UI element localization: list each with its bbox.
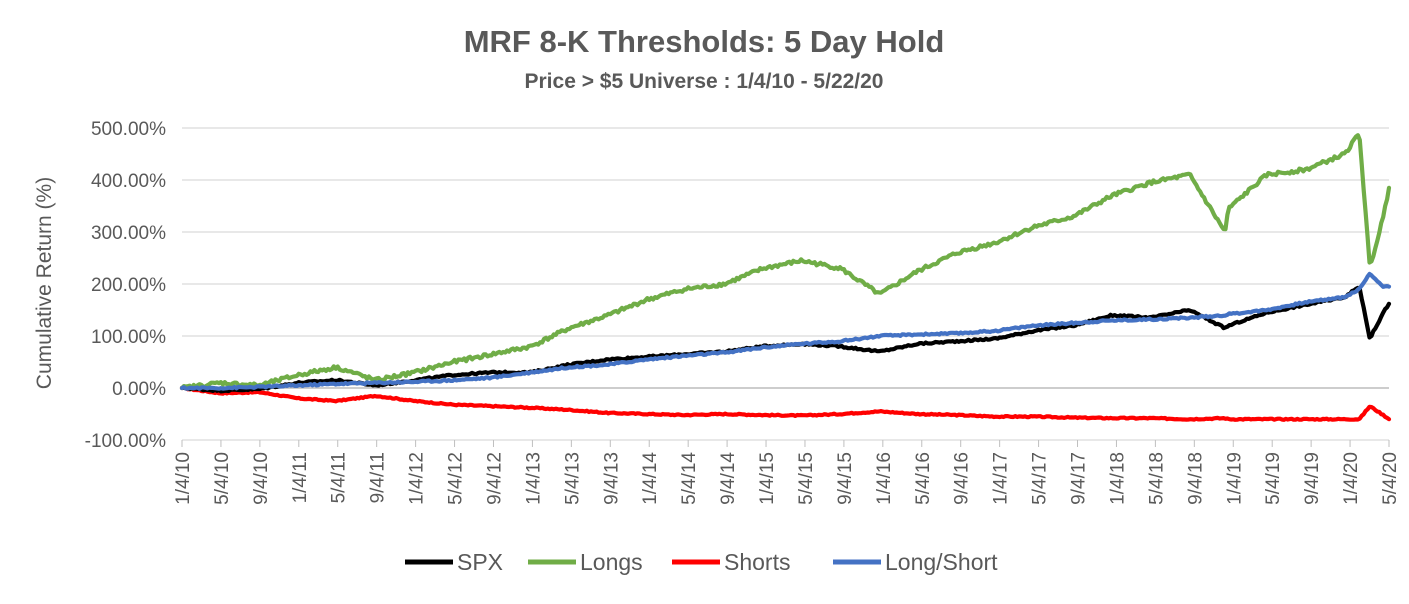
series-lines <box>179 133 1392 422</box>
series-line-shorts <box>179 385 1392 422</box>
x-tick-label: 5/4/17 <box>1030 452 1051 505</box>
x-tick-label: 9/4/16 <box>952 452 973 505</box>
x-tick-label: 1/4/17 <box>991 452 1012 505</box>
x-tick-label: 1/4/13 <box>523 452 544 505</box>
x-tick-label: 5/4/16 <box>913 452 934 505</box>
x-tick-label: 1/4/19 <box>1224 452 1245 505</box>
series-line-long-short <box>179 271 1392 391</box>
x-tick-label: 1/4/16 <box>874 452 895 505</box>
gridlines <box>181 127 1390 447</box>
y-axis-title: Cumulative Return (%) <box>33 177 56 389</box>
legend-label: Shorts <box>724 549 790 575</box>
y-tick-label: 300.00% <box>91 223 166 244</box>
x-tick-label: 9/4/17 <box>1069 452 1090 505</box>
chart-title: MRF 8-K Thresholds: 5 Day Hold <box>464 24 945 59</box>
series-line-longs <box>179 133 1392 391</box>
x-tick-label: 9/4/19 <box>1302 452 1323 505</box>
x-tick-label: 5/4/20 <box>1380 452 1401 505</box>
chart-subtitle: Price > $5 Universe : 1/4/10 - 5/22/20 <box>525 70 884 93</box>
x-tick-label: 1/4/15 <box>757 452 778 505</box>
x-tick-label: 9/4/13 <box>601 452 622 505</box>
x-tick-label: 5/4/14 <box>679 452 700 505</box>
legend: SPX Longs Shorts Long/Short <box>405 549 998 575</box>
x-tick-label: 1/4/20 <box>1341 452 1362 505</box>
x-tick-label: 1/4/12 <box>407 452 428 505</box>
x-tick-label: 5/4/11 <box>329 452 350 503</box>
x-tick-label: 9/4/18 <box>1185 452 1206 505</box>
y-tick-label: 200.00% <box>91 275 166 296</box>
x-tick-label: 5/4/10 <box>212 452 233 505</box>
legend-label: Long/Short <box>885 549 998 575</box>
x-tick-label: 5/4/18 <box>1146 452 1167 505</box>
y-tick-labels: -100.00% 0.00% 100.00% 200.00% 300.00% 400.00… <box>85 119 166 452</box>
y-tick-label: 0.00% <box>112 379 166 400</box>
x-tick-label: 1/4/11 <box>290 452 311 503</box>
x-tick-labels: 1/4/10 5/4/10 9/4/10 1/4/11 5/4/11 9/4/11 1/4/… <box>173 452 1401 505</box>
y-tick-label: 400.00% <box>91 171 166 192</box>
x-tick-label: 1/4/14 <box>640 452 661 505</box>
legend-label: Longs <box>580 549 643 575</box>
x-tick-label: 5/4/12 <box>446 452 467 505</box>
x-tick-label: 1/4/18 <box>1107 452 1128 505</box>
x-tick-label: 9/4/12 <box>484 452 505 505</box>
x-tick-label: 9/4/11 <box>368 452 389 503</box>
x-tick-label: 9/4/14 <box>718 452 739 505</box>
legend-label: SPX <box>457 549 503 575</box>
y-tick-label: 100.00% <box>91 327 166 348</box>
x-tick-label: 1/4/10 <box>173 452 194 505</box>
y-tick-label: -100.00% <box>85 431 166 452</box>
x-tick-label: 9/4/15 <box>835 452 856 505</box>
y-tick-label: 500.00% <box>91 119 166 140</box>
x-tick-label: 9/4/10 <box>251 452 272 505</box>
x-tick-label: 5/4/13 <box>562 452 583 505</box>
x-tick-label: 5/4/15 <box>796 452 817 505</box>
x-tick-label: 5/4/19 <box>1263 452 1284 505</box>
